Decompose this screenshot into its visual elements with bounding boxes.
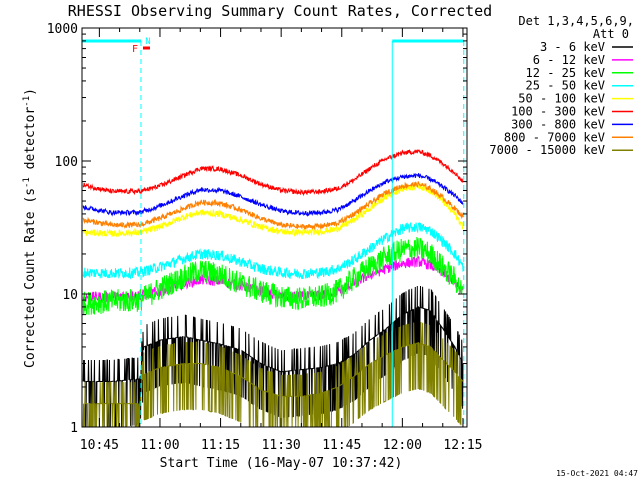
y-axis-label-sup1: -1 (22, 177, 32, 188)
legend-label-green: 12 - 25 keV (526, 66, 605, 80)
legend-label-orange: 800 - 7000 keV (504, 130, 605, 144)
night-flag-label: N (145, 37, 150, 47)
y-axis-label: Corrected Count Rate (s-1 detector-1) (22, 88, 38, 368)
night-intervals: FN (82, 37, 465, 427)
series-line-cyan (82, 222, 464, 280)
series-line-blue (82, 172, 464, 218)
x-axis-label: Start Time (16-May-07 10:37:42) (160, 456, 403, 471)
y-axis-label-sup2: -1 (22, 96, 32, 107)
legend-label-red: 100 - 300 keV (511, 105, 605, 119)
legend-label-cyan: 25 - 50 keV (526, 79, 605, 93)
x-tick-label: 11:00 (140, 438, 179, 453)
x-tick-label: 10:45 (80, 438, 119, 453)
series-line-orange (82, 181, 464, 231)
legend-label-yellow: 50 - 100 keV (518, 92, 605, 106)
x-tick-label: 12:00 (383, 438, 422, 453)
y-axis-label-main: Corrected Count Rate (s (23, 188, 38, 368)
legend-header-line1: Det 1,3,4,5,6,9, (518, 14, 634, 28)
plot-frame (81, 27, 468, 428)
legend-label-olive: 7000 - 15000 keV (489, 143, 605, 157)
x-tick-label: 11:45 (322, 438, 361, 453)
x-axis: 10:45 11:00 11:15 11:30 11:45 12:00 12:15 (80, 28, 483, 453)
y-tick-label: 10 (62, 288, 78, 303)
series-layer (82, 149, 464, 428)
x-tick-label: 12:15 (443, 438, 482, 453)
x-tick-label: 11:15 (201, 438, 240, 453)
chart-title: RHESSI Observing Summary Count Rates, Co… (68, 2, 492, 20)
legend-label-blue: 300 - 800 keV (511, 117, 605, 131)
y-tick-label: 1 (70, 421, 78, 436)
legend-header-line2: Att 0 (593, 27, 629, 41)
series-line-green (82, 236, 464, 316)
legend-label-magenta: 6 - 12 keV (533, 53, 605, 67)
flare-flag-label: F (132, 44, 138, 55)
y-tick-label: 100 (55, 155, 78, 170)
y-axis-label-mid: detector (23, 107, 38, 178)
y-axis: 1 10 100 1000 (47, 22, 467, 436)
series-line-red (82, 149, 464, 197)
y-tick-label: 1000 (47, 22, 78, 37)
legend-label-black: 3 - 6 keV (540, 40, 605, 54)
x-tick-label: 11:30 (262, 438, 301, 453)
y-axis-label-end: ) (23, 88, 38, 96)
timestamp: 15-Oct-2021 04:47 (556, 469, 638, 478)
series-line-yellow (82, 182, 464, 238)
